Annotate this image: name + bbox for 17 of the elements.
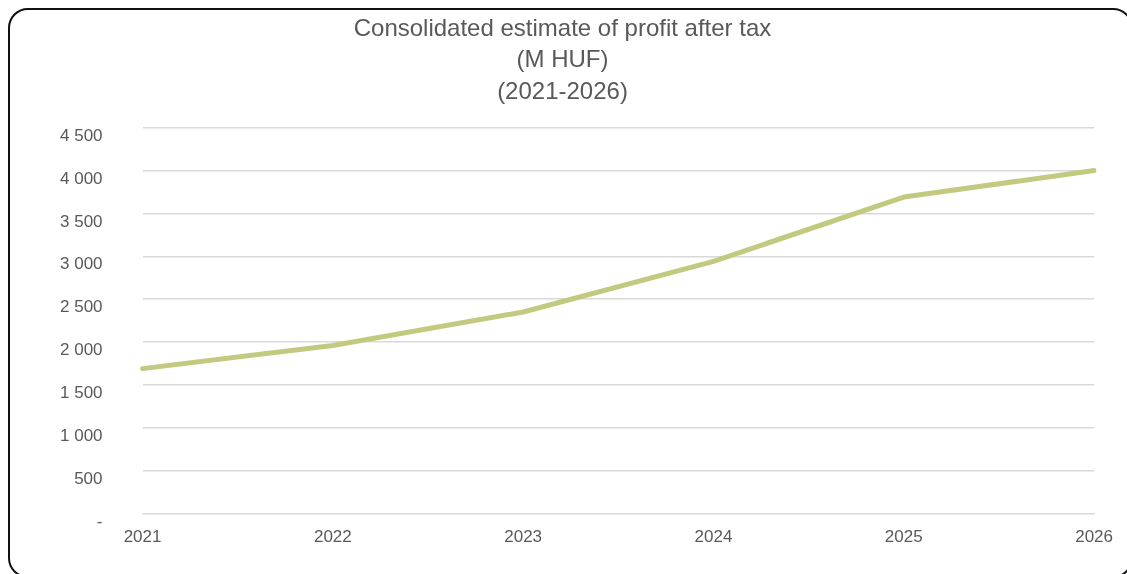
x-tick-label: 2024 — [694, 527, 733, 547]
y-tick-label: 2 000 — [59, 340, 103, 360]
chart-title: Consolidated estimate of profit after tax (M HUF) (2021-2026) — [353, 14, 772, 104]
y-tick-label: 4 000 — [59, 168, 103, 188]
y-tick-label: 4 500 — [59, 125, 103, 145]
x-tick-label: 2025 — [884, 527, 923, 547]
x-tick-label: 2021 — [123, 527, 162, 547]
y-tick-label: 1 500 — [59, 383, 103, 403]
y-tick-label: 1 000 — [59, 426, 103, 446]
y-tick-label: 3 000 — [59, 254, 103, 274]
y-tick-label: - — [96, 511, 103, 531]
x-tick-label: 2023 — [504, 527, 543, 547]
y-tick-label: 3 500 — [59, 211, 103, 231]
y-tick-label: 500 — [74, 468, 103, 488]
x-tick-label: 2026 — [1075, 527, 1113, 547]
y-tick-label: 2 500 — [59, 297, 103, 317]
x-tick-label: 2022 — [313, 527, 352, 547]
